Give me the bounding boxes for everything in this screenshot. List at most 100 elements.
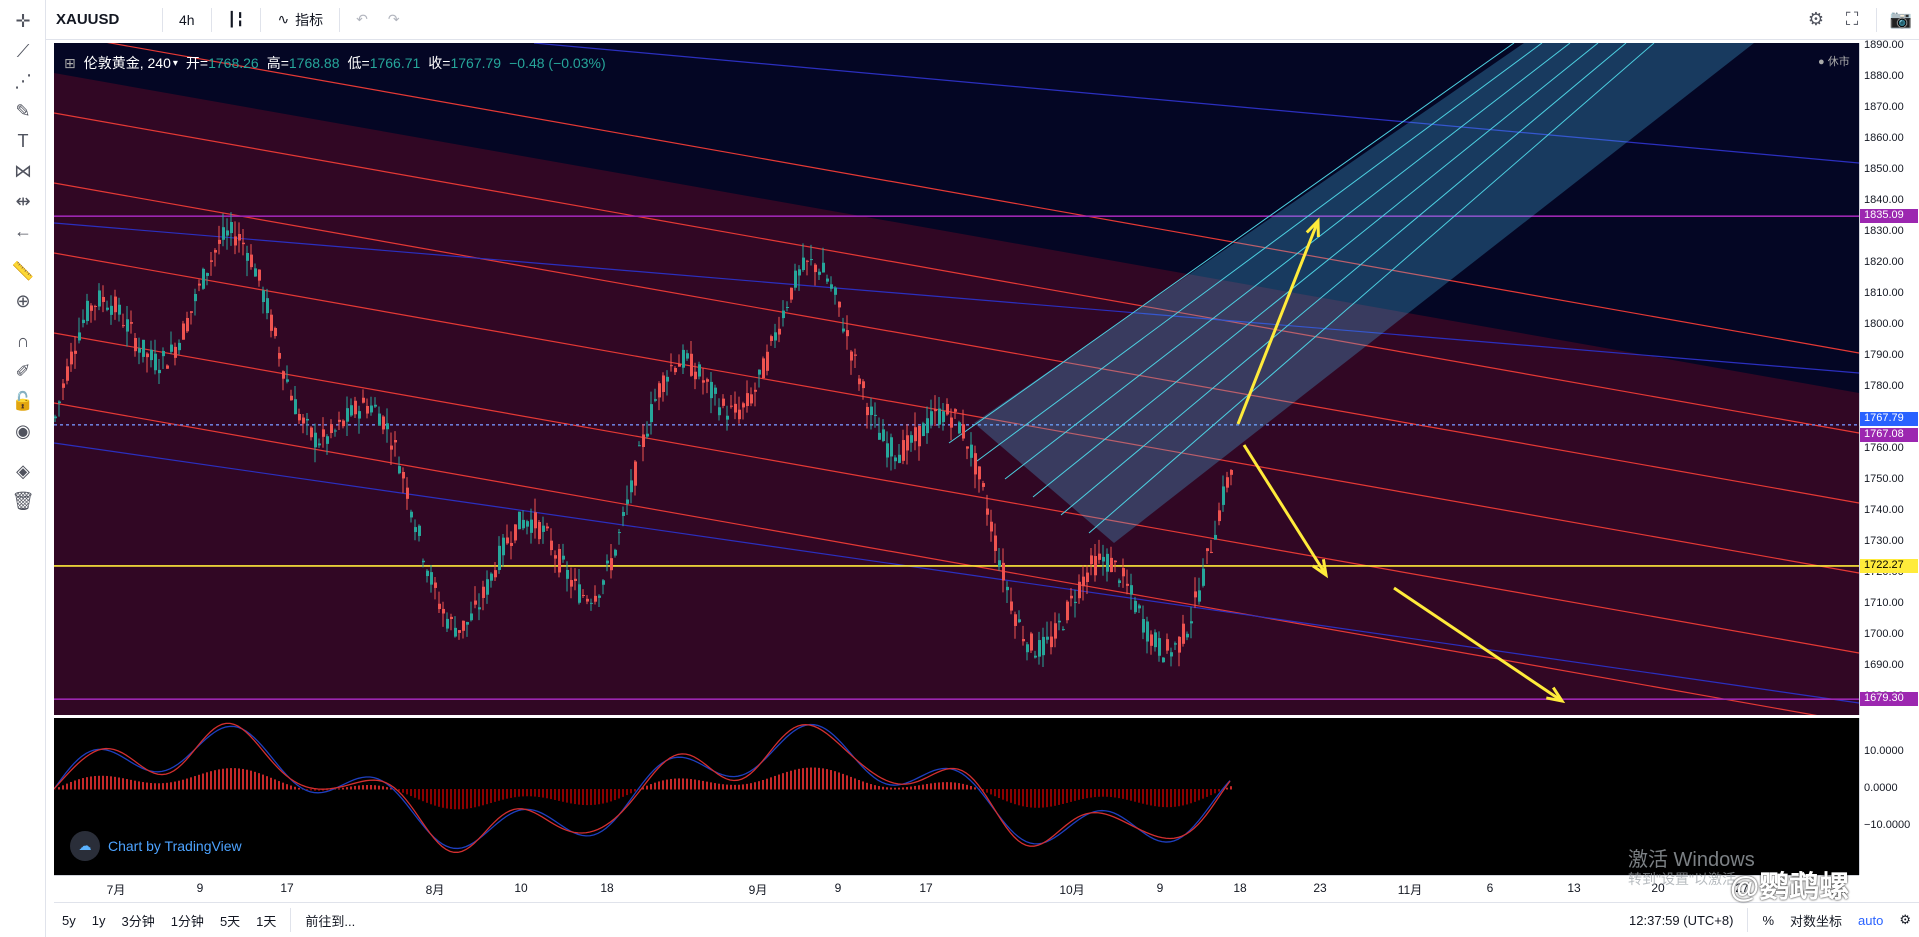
macd-histogram-bar xyxy=(474,789,476,808)
macd-histogram-bar xyxy=(282,782,284,790)
candle-body xyxy=(282,371,285,379)
price-tick: 1800.00 xyxy=(1864,318,1904,330)
interval-button[interactable]: 4h xyxy=(179,11,195,28)
macd-histogram-bar xyxy=(670,778,672,790)
range-1y[interactable]: 1y xyxy=(91,912,106,928)
candle-body xyxy=(1010,601,1013,611)
candle-body xyxy=(434,582,437,588)
channel-line xyxy=(1088,43,1655,534)
down-arrow-long xyxy=(1393,586,1563,703)
brush-icon[interactable]: ✎ xyxy=(15,100,31,121)
macd-histogram-bar xyxy=(406,789,408,795)
macd-histogram-bar xyxy=(834,771,836,790)
candle-body xyxy=(54,416,57,419)
trash-icon[interactable]: 🗑 xyxy=(11,490,35,511)
camera-icon[interactable]: 📷 xyxy=(1889,9,1913,29)
range-1d[interactable]: 1天 xyxy=(256,913,277,929)
gear-icon[interactable]: ⚙ xyxy=(1899,912,1911,927)
eye-icon[interactable]: ◉ xyxy=(15,420,31,441)
macd-histogram-bar xyxy=(1042,789,1044,808)
text-tool-icon[interactable]: T xyxy=(17,130,29,151)
legend-settings-icon[interactable]: ⊞ xyxy=(64,54,76,71)
macd-histogram-bar xyxy=(662,780,664,790)
macd-axis[interactable]: 10.0000 0.0000 −10.0000 xyxy=(1859,718,1919,875)
undo-icon[interactable]: ↶ xyxy=(356,11,368,27)
percent-toggle[interactable]: % xyxy=(1762,912,1775,928)
redo-icon[interactable]: ↷ xyxy=(387,11,400,27)
market-status-text: 休市 xyxy=(1827,56,1850,68)
candle-body xyxy=(890,437,893,457)
crosshair-icon[interactable]: ✛ xyxy=(15,10,31,31)
range-5y[interactable]: 5y xyxy=(62,912,76,928)
candle-body xyxy=(1082,576,1085,587)
candle-body xyxy=(186,317,189,332)
indicators-button[interactable]: ∿ 指标 xyxy=(267,5,333,35)
macd-histogram-bar xyxy=(710,782,712,790)
macd-histogram-bar xyxy=(266,776,268,790)
pattern-icon[interactable]: ⋈ xyxy=(14,160,32,181)
macd-line xyxy=(54,723,1231,850)
candle-body xyxy=(894,457,897,462)
candle-body xyxy=(546,526,549,529)
ruler-icon[interactable]: 📏 xyxy=(11,260,35,281)
zoom-in-icon[interactable]: ⊕ xyxy=(15,290,31,311)
magnet-icon[interactable]: ∩ xyxy=(16,330,30,351)
back-arrow-icon[interactable]: ← xyxy=(14,220,32,241)
range-1m[interactable]: 1分钟 xyxy=(170,913,204,929)
candle-body xyxy=(94,306,97,308)
fullscreen-icon[interactable]: ⛶ xyxy=(1845,9,1859,29)
candle-body xyxy=(294,399,297,415)
macd-histogram-bar xyxy=(1142,789,1144,804)
lock-icon[interactable]: 🔓 xyxy=(11,390,35,411)
macd-histogram-bar xyxy=(186,778,188,790)
macd-histogram-bar xyxy=(1086,789,1088,799)
macd-histogram-bar xyxy=(758,781,760,790)
candle-body xyxy=(1042,636,1045,656)
macd-histogram-bar xyxy=(770,777,772,790)
macd-histogram-bar xyxy=(570,789,572,804)
goto-button[interactable]: 前往到... xyxy=(305,913,356,929)
candle-body xyxy=(254,268,257,277)
chevron-down-icon[interactable]: ▾ xyxy=(172,57,178,69)
settings-icon[interactable]: ⚙ xyxy=(1807,9,1825,29)
price-axis[interactable]: 1890.00 1880.00 1870.00 1860.00 1850.00 1840.… xyxy=(1859,39,1919,715)
macd-histogram-bar xyxy=(458,789,460,810)
time-axis[interactable]: 7月 9 17 8月 10 18 9月 9 17 10月 9 18 23 11月 6 13 20 27 xyxy=(54,875,1859,899)
macd-histogram-bar xyxy=(370,785,372,790)
stay-in-drawing-icon[interactable]: ✐ xyxy=(15,360,31,381)
candle-body xyxy=(1074,601,1077,604)
candle-body xyxy=(478,607,481,610)
symbol-search[interactable]: XAUUSD xyxy=(56,11,120,28)
macd-histogram-bar xyxy=(714,783,716,790)
price-chart[interactable] xyxy=(54,43,1859,715)
macd-histogram-bar xyxy=(830,770,832,790)
candle-body xyxy=(1118,580,1121,584)
time-tick: 10 xyxy=(514,881,528,895)
candles-icon[interactable]: ┃╏ xyxy=(227,11,245,27)
macd-histogram-bar xyxy=(158,783,160,790)
tradingview-logo[interactable]: ☁ Chart by TradingView xyxy=(70,831,242,861)
candle-body xyxy=(602,580,605,585)
range-5d[interactable]: 5天 xyxy=(219,913,241,929)
macd-histogram-bar xyxy=(1002,789,1004,800)
range-3m[interactable]: 3分钟 xyxy=(121,913,155,929)
macd-pane[interactable] xyxy=(54,718,1859,875)
auto-scale-toggle[interactable]: auto xyxy=(1858,912,1884,928)
layers-icon[interactable]: ◈ xyxy=(16,460,30,481)
macd-histogram-bar xyxy=(422,789,424,802)
legend-title[interactable]: 伦敦黄金, 240 xyxy=(83,55,171,71)
fib-tool-icon[interactable]: ⋰ xyxy=(14,70,32,91)
candle-body xyxy=(110,305,113,315)
macd-histogram-bar xyxy=(54,789,56,790)
trend-line-icon[interactable]: ⟋ xyxy=(16,40,30,61)
clock[interactable]: 12:37:59 (UTC+8) xyxy=(1629,912,1734,928)
log-scale-toggle[interactable]: 对数坐标 xyxy=(1790,913,1843,929)
candle-body xyxy=(106,307,109,310)
candle-body xyxy=(286,379,289,382)
macd-histogram-bar xyxy=(254,771,256,790)
macd-histogram-bar xyxy=(1126,789,1128,800)
macd-histogram-bar xyxy=(874,785,876,790)
prediction-icon[interactable]: ⇹ xyxy=(15,190,31,211)
macd-histogram-bar xyxy=(1198,789,1200,801)
macd-histogram-bar xyxy=(578,789,580,805)
